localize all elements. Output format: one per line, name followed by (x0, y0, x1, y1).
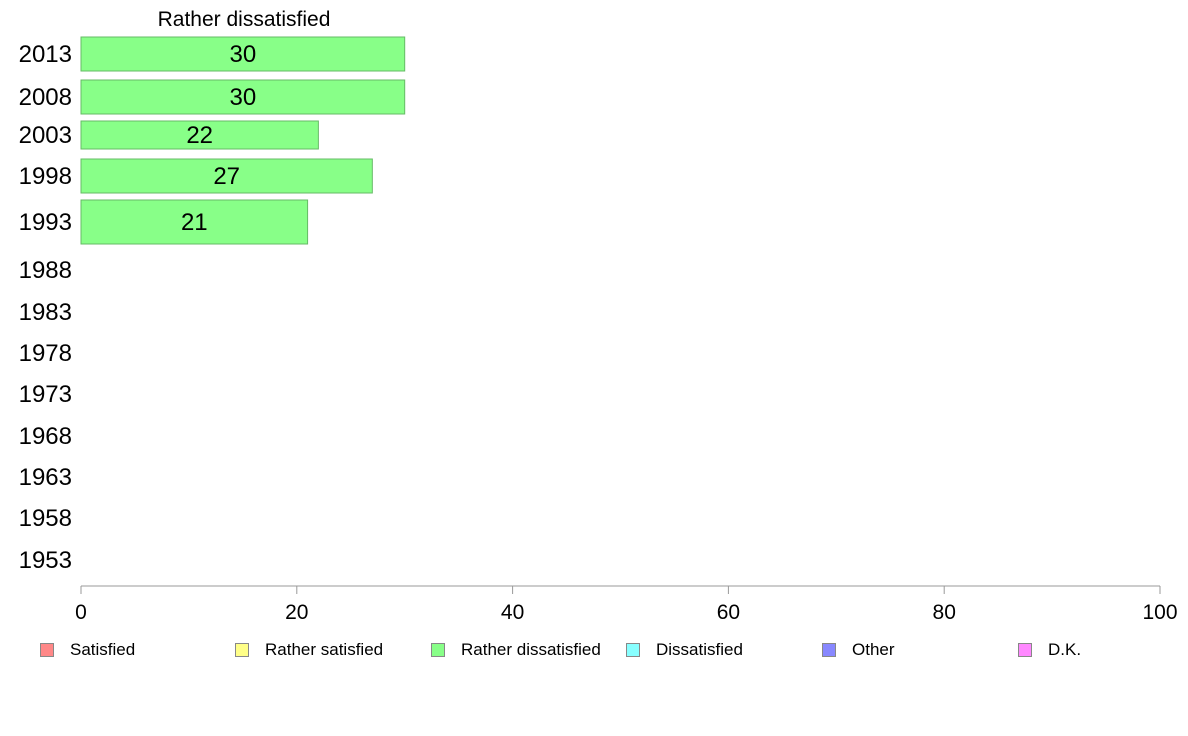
data-label-1998: 27 (213, 163, 240, 190)
x-tick-label-0: 0 (75, 601, 87, 624)
bar-1993 (80, 199, 309, 245)
legend-item-rather-dissatisfied: Rather dissatisfied (431, 640, 601, 660)
x-tick-label-60: 60 (717, 601, 740, 624)
legend-item-dissatisfied: Dissatisfied (626, 640, 743, 660)
y-tick-label-1968: 1968 (19, 423, 72, 450)
legend-swatch (40, 643, 54, 657)
chart-title: Rather dissatisfied (157, 8, 331, 31)
y-axis-labels: 2013 2008 2003 1998 1993 1988 1983 1978 1973 1968… (19, 41, 72, 574)
y-tick-label-1988: 1988 (19, 257, 72, 284)
data-label-2008: 30 (229, 84, 256, 111)
y-tick-label-1983: 1983 (19, 299, 72, 326)
x-tick-label-100: 100 (1142, 601, 1177, 624)
legend-swatch (822, 643, 836, 657)
data-label-2013: 30 (229, 41, 256, 68)
data-label-1993: 21 (181, 209, 208, 236)
bar-2008 (80, 79, 406, 115)
y-tick-label-1953: 1953 (19, 547, 72, 574)
bar-chart: 2013 2008 2003 1998 1993 1988 1983 1978 1973 1968… (19, 36, 1178, 624)
bar-1998 (80, 158, 373, 194)
x-axis: 0 20 40 60 80 100 (75, 585, 1178, 624)
y-tick-label-1998: 1998 (19, 163, 72, 190)
y-tick-label-1993: 1993 (19, 209, 72, 236)
bar-2003 (80, 120, 319, 150)
legend-item-dk: D.K. (1018, 640, 1081, 660)
y-tick-label-1963: 1963 (19, 464, 72, 491)
legend-item-rather-satisfied: Rather satisfied (235, 640, 383, 660)
legend-label: Satisfied (70, 640, 136, 659)
x-tick-label-80: 80 (933, 601, 956, 624)
x-tick-label-20: 20 (285, 601, 308, 624)
y-tick-label-2013: 2013 (19, 41, 72, 68)
y-tick-label-1978: 1978 (19, 340, 72, 367)
legend-label: Rather dissatisfied (461, 640, 601, 659)
legend: Satisfied Rather satisfied Rather dissat… (0, 640, 1188, 664)
legend-swatch (626, 643, 640, 657)
legend-swatch (1018, 643, 1032, 657)
legend-label: Rather satisfied (265, 640, 384, 659)
y-tick-label-2003: 2003 (19, 122, 72, 149)
legend-label: Dissatisfied (656, 640, 743, 659)
legend-item-other: Other (822, 640, 895, 660)
legend-item-satisfied: Satisfied (40, 640, 135, 660)
bar-2013 (80, 36, 406, 72)
x-tick-label-40: 40 (501, 601, 524, 624)
y-tick-label-1958: 1958 (19, 505, 72, 532)
legend-label: Other (852, 640, 895, 659)
y-tick-label-2008: 2008 (19, 84, 72, 111)
legend-label: D.K. (1048, 640, 1082, 659)
data-label-2003: 22 (186, 122, 213, 149)
y-tick-label-1973: 1973 (19, 381, 72, 408)
legend-swatch (431, 643, 445, 657)
legend-swatch (235, 643, 249, 657)
